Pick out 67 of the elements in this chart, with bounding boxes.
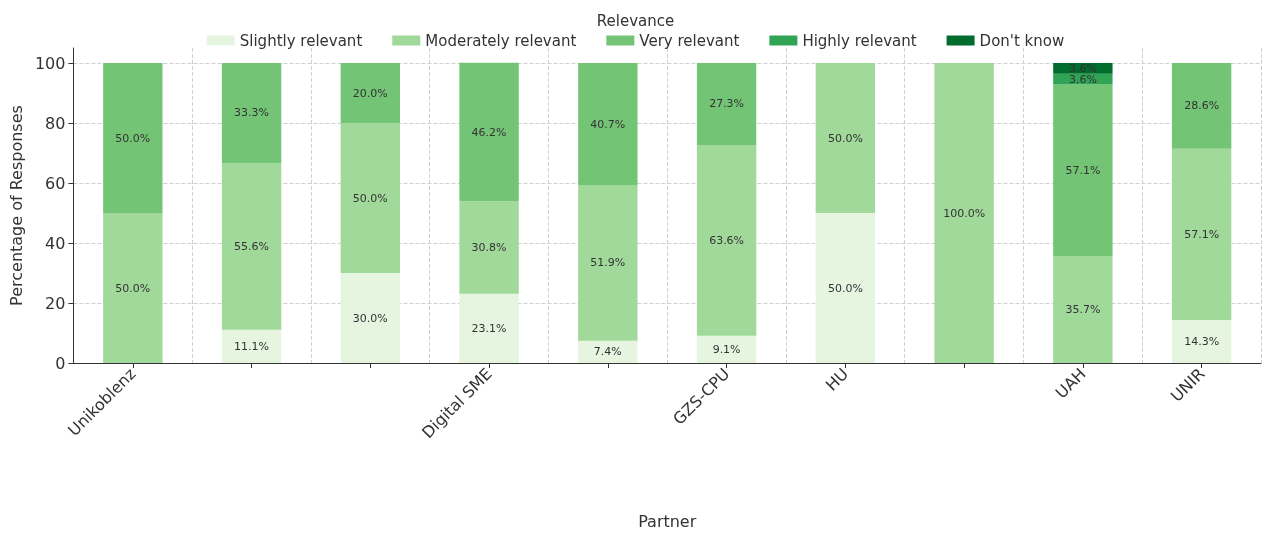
bar — [221, 329, 282, 363]
data-label: 33.3% — [234, 106, 270, 120]
y-tick-label: 40 — [45, 233, 66, 253]
data-label: 57.1% — [1065, 163, 1101, 177]
data-label: 30.8% — [471, 241, 507, 254]
data-label: 20.0% — [352, 86, 388, 100]
data-label: 55.6% — [234, 239, 270, 253]
data-label: 50.0% — [115, 281, 151, 295]
data-label: 35.7% — [1065, 302, 1101, 316]
bar — [221, 63, 282, 163]
bar — [1171, 148, 1232, 321]
x-axis-title: Partner — [638, 511, 697, 531]
legend-label: Moderately relevant — [425, 31, 577, 50]
bar — [696, 335, 757, 363]
data-label: 9.1% — [712, 342, 741, 356]
bar — [340, 63, 401, 123]
bar — [696, 63, 757, 145]
legend-label: Don't know — [979, 31, 1065, 50]
y-tick-label: 60 — [45, 173, 66, 193]
bar — [578, 63, 638, 186]
bar — [459, 201, 519, 294]
bar — [459, 62, 519, 202]
legend-title: Relevance — [596, 11, 675, 30]
bar — [934, 63, 994, 363]
bar — [1053, 255, 1113, 363]
data-label: 11.1% — [234, 339, 270, 353]
data-label: 50.0% — [115, 131, 151, 145]
data-label: 63.6% — [709, 233, 745, 247]
bar — [103, 213, 163, 363]
x-tick-label: HU — [821, 364, 853, 395]
data-label: 57.1% — [1184, 227, 1220, 241]
data-label: 100.0% — [943, 206, 986, 220]
data-label: 51.9% — [590, 256, 626, 270]
y-tick-label: 100 — [34, 53, 66, 73]
bar — [1171, 320, 1232, 363]
bar — [578, 185, 638, 341]
bar — [1171, 63, 1232, 149]
data-label: 50.0% — [827, 131, 863, 145]
bar — [815, 63, 876, 213]
data-label: 27.3% — [709, 97, 745, 111]
data-label: 30.0% — [352, 311, 388, 325]
data-label: 40.7% — [590, 117, 626, 131]
data-label: 50.0% — [352, 191, 388, 205]
legend-label: Highly relevant — [802, 31, 917, 50]
data-label: 50.0% — [827, 281, 863, 295]
y-tick-label: 80 — [45, 113, 66, 133]
data-label: 3.6% — [1068, 72, 1097, 86]
data-label: 46.2% — [471, 125, 507, 139]
bar — [103, 63, 163, 213]
legend-label: Slightly relevant — [239, 31, 363, 50]
data-label: 28.6% — [1184, 99, 1220, 113]
data-label: 23.1% — [471, 321, 507, 335]
data-label: 3.6% — [1068, 61, 1097, 75]
data-label: 7.4% — [593, 345, 622, 359]
y-tick-label: 20 — [45, 293, 66, 313]
bar — [340, 123, 401, 273]
bar — [340, 273, 401, 363]
bar — [578, 340, 638, 363]
bar — [459, 293, 519, 363]
bar — [696, 144, 757, 336]
data-label: 14.3% — [1184, 335, 1220, 349]
bar — [221, 162, 282, 330]
y-axis-title: Percentage of Responses — [6, 105, 26, 306]
y-tick-label: 0 — [55, 353, 66, 373]
bar — [1053, 84, 1113, 256]
bar — [815, 213, 876, 363]
legend-label: Very relevant — [639, 31, 740, 50]
